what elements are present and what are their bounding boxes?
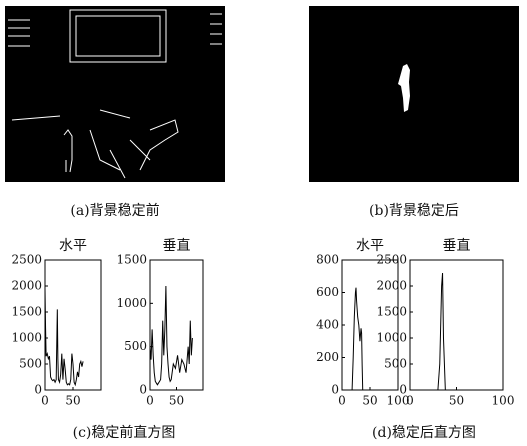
- plot-frame: [410, 260, 503, 390]
- image-after: [309, 6, 519, 182]
- x-tick-label: 50: [449, 394, 464, 408]
- y-tick-label: 1500: [376, 305, 407, 319]
- y-tick-label: 1000: [11, 331, 42, 345]
- x-tick-label: 50: [65, 394, 80, 408]
- caption: (b)背景稳定后: [369, 203, 459, 219]
- y-tick-label: 800: [316, 253, 339, 267]
- y-tick-label: 1000: [116, 296, 147, 310]
- plot-frame: [150, 260, 203, 390]
- y-tick-label: 1000: [376, 331, 407, 345]
- caption: (a)背景稳定前: [70, 202, 159, 219]
- chart-title: 垂直: [163, 237, 191, 254]
- y-tick-label: 2500: [11, 253, 42, 267]
- image-before: [5, 6, 225, 182]
- y-tick-label: 400: [316, 318, 339, 332]
- chart-title: 水平: [59, 238, 87, 254]
- caption: (d)稳定后直方图: [372, 424, 476, 441]
- x-tick-label: 100: [492, 394, 515, 408]
- y-tick-label: 1500: [11, 305, 42, 319]
- y-tick-label: 1500: [116, 253, 147, 267]
- y-tick-label: 600: [316, 285, 339, 299]
- data-line: [150, 286, 192, 385]
- data-line: [438, 273, 445, 390]
- x-tick-label: 50: [362, 394, 377, 408]
- y-tick-label: 2500: [376, 253, 407, 267]
- x-tick-label: 0: [146, 394, 154, 408]
- y-tick-label: 500: [124, 339, 147, 353]
- x-tick-label: 0: [406, 394, 414, 408]
- x-tick-label: 0: [338, 394, 346, 408]
- caption: (c)稳定前直方图: [73, 424, 176, 441]
- x-tick-label: 0: [41, 394, 49, 408]
- data-line: [352, 288, 363, 390]
- y-tick-label: 500: [19, 357, 42, 371]
- figure: (a)背景稳定前 (b)背景稳定后 (c)稳定前直方图 (d)稳定后直方图 水平…: [0, 0, 527, 446]
- y-tick-label: 2000: [376, 279, 407, 293]
- chart-title: 垂直: [443, 237, 471, 254]
- x-tick-label: 50: [169, 394, 184, 408]
- y-tick-label: 200: [316, 350, 339, 364]
- y-tick-label: 2000: [11, 279, 42, 293]
- y-tick-label: 500: [384, 357, 407, 371]
- data-line: [45, 289, 83, 385]
